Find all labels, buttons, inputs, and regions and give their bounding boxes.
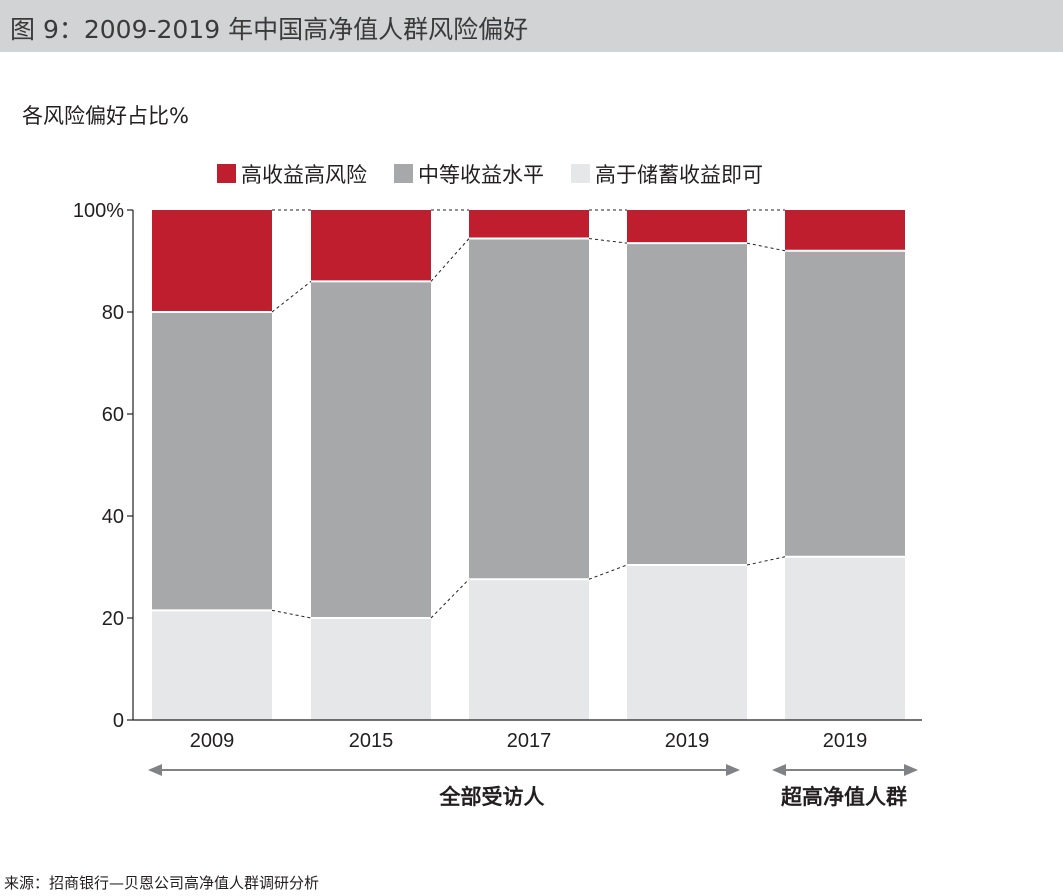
y-tick-label: 60 [102,404,124,426]
arrow-right-icon [904,764,918,776]
connector-line [430,578,470,619]
bar-segment [152,312,272,611]
group-label: 超高净值人群 [781,785,907,809]
bar-segment [469,210,589,239]
arrow-left-icon [772,764,786,776]
connector-line [588,564,628,580]
legend-label: 高于储蓄收益即可 [595,164,763,187]
bar-segment [311,210,431,282]
y-tick-label: 0 [113,710,124,732]
bar-segment [311,618,431,720]
connector-line [271,609,312,619]
bar-segment [469,238,589,580]
connector-line [271,281,312,313]
bar-segment [785,210,905,251]
x-tick-label: 2015 [349,730,394,752]
connector-line [430,238,470,282]
x-tick-label: 2009 [190,730,235,752]
legend-swatch [571,164,590,183]
chart-subtitle: 各风险偏好占比% [22,104,189,128]
bar-segment [785,556,905,720]
arrow-left-icon [148,764,162,776]
x-tick-label: 2019 [665,730,710,752]
legend-label: 中等收益水平 [418,164,544,187]
bar-segment [785,250,905,557]
group-label: 全部受访人 [439,785,545,809]
legend-swatch [217,164,236,183]
bar-segment [152,610,272,720]
legend-label: 高收益高风险 [241,164,367,187]
connector-line [746,556,786,566]
bar-segment [469,579,589,720]
connector-line [588,238,628,244]
y-tick-label: 20 [102,608,124,630]
y-tick-label: 40 [102,506,124,528]
bar-segment [627,564,747,720]
bar-segment [311,281,431,618]
legend-swatch [394,164,413,183]
bar-segment [627,243,747,565]
y-tick-label: 80 [102,302,124,324]
title-bar: 图 9：2009-2019 年中国高净值人群风险偏好 [0,0,1063,52]
page-title: 图 9：2009-2019 年中国高净值人群风险偏好 [10,15,529,44]
arrow-right-icon [726,764,740,776]
y-tick-label: 100% [73,200,124,222]
stacked-bar-chart: 0 20 40 60 80 100% 2009 2015 2017 2019 2019 高收益高风险 中… [73,164,922,809]
x-tick-label: 2019 [823,730,868,752]
connector-line [746,242,786,252]
bar-segment [152,210,272,312]
source-note: 来源：招商银行—贝恩公司高净值人群调研分析 [4,874,320,892]
x-tick-label: 2017 [507,730,552,752]
bar-segment [627,210,747,244]
